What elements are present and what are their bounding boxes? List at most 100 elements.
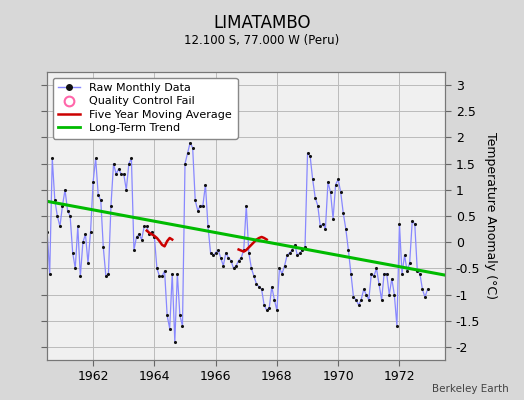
Point bbox=[370, 273, 378, 280]
Point bbox=[288, 247, 297, 253]
Point bbox=[316, 223, 324, 230]
Point bbox=[110, 160, 118, 167]
Point bbox=[46, 270, 54, 277]
Point bbox=[418, 286, 427, 292]
Point bbox=[309, 176, 317, 182]
Point bbox=[99, 244, 107, 251]
Point bbox=[58, 202, 67, 209]
Y-axis label: Temperature Anomaly (°C): Temperature Anomaly (°C) bbox=[484, 132, 497, 300]
Point bbox=[199, 202, 207, 209]
Point bbox=[112, 171, 121, 177]
Point bbox=[347, 270, 355, 277]
Point bbox=[230, 265, 238, 272]
Point bbox=[56, 223, 64, 230]
Point bbox=[403, 268, 411, 274]
Point bbox=[135, 231, 143, 238]
Point bbox=[278, 270, 286, 277]
Point bbox=[263, 307, 271, 314]
Point bbox=[421, 294, 429, 300]
Point bbox=[352, 296, 360, 303]
Point bbox=[152, 265, 161, 272]
Point bbox=[196, 202, 204, 209]
Point bbox=[30, 187, 39, 193]
Point bbox=[227, 257, 235, 264]
Point bbox=[239, 247, 248, 253]
Text: LIMATAMBO: LIMATAMBO bbox=[213, 14, 311, 32]
Point bbox=[383, 270, 391, 277]
Point bbox=[357, 296, 365, 303]
Point bbox=[423, 286, 432, 292]
Point bbox=[385, 291, 394, 298]
Point bbox=[319, 221, 327, 227]
Point bbox=[268, 284, 276, 290]
Point bbox=[324, 179, 332, 185]
Point bbox=[102, 273, 110, 280]
Point bbox=[400, 252, 409, 258]
Point bbox=[242, 202, 250, 209]
Point bbox=[43, 228, 51, 235]
Point bbox=[81, 231, 90, 238]
Point bbox=[413, 268, 421, 274]
Point bbox=[272, 307, 281, 314]
Point bbox=[48, 155, 57, 162]
Point bbox=[107, 202, 115, 209]
Point bbox=[163, 312, 171, 319]
Point bbox=[291, 242, 299, 248]
Point bbox=[76, 273, 84, 280]
Point bbox=[362, 291, 370, 298]
Point bbox=[96, 197, 105, 204]
Point bbox=[178, 323, 187, 329]
Point bbox=[183, 150, 192, 156]
Point bbox=[411, 221, 419, 227]
Point bbox=[166, 325, 174, 332]
Point bbox=[189, 145, 197, 151]
Point bbox=[311, 194, 320, 201]
Point bbox=[390, 291, 399, 298]
Point bbox=[114, 166, 123, 172]
Point bbox=[79, 239, 87, 245]
Point bbox=[133, 234, 141, 240]
Point bbox=[260, 302, 268, 308]
Point bbox=[301, 244, 309, 251]
Point bbox=[160, 268, 169, 274]
Point bbox=[117, 171, 125, 177]
Point bbox=[377, 296, 386, 303]
Point bbox=[204, 223, 212, 230]
Point bbox=[265, 304, 274, 311]
Point bbox=[416, 270, 424, 277]
Point bbox=[398, 270, 406, 277]
Point bbox=[84, 260, 92, 266]
Point bbox=[380, 270, 388, 277]
Point bbox=[332, 181, 340, 188]
Point bbox=[145, 231, 154, 238]
Point bbox=[339, 210, 347, 216]
Point bbox=[395, 221, 403, 227]
Point bbox=[158, 273, 166, 280]
Point bbox=[71, 265, 80, 272]
Point bbox=[222, 250, 230, 256]
Point bbox=[51, 197, 59, 204]
Point bbox=[257, 286, 266, 292]
Point bbox=[168, 270, 177, 277]
Point bbox=[193, 208, 202, 214]
Point bbox=[303, 150, 312, 156]
Point bbox=[280, 262, 289, 269]
Point bbox=[286, 250, 294, 256]
Point bbox=[53, 213, 61, 219]
Point bbox=[321, 226, 330, 232]
Point bbox=[89, 179, 97, 185]
Point bbox=[252, 281, 260, 287]
Point bbox=[86, 228, 95, 235]
Point bbox=[35, 273, 43, 280]
Point bbox=[329, 216, 337, 222]
Point bbox=[173, 270, 181, 277]
Point bbox=[354, 302, 363, 308]
Point bbox=[137, 236, 146, 243]
Point bbox=[155, 273, 163, 280]
Point bbox=[234, 257, 243, 264]
Legend: Raw Monthly Data, Quality Control Fail, Five Year Moving Average, Long-Term Tren: Raw Monthly Data, Quality Control Fail, … bbox=[53, 78, 238, 139]
Point bbox=[245, 250, 253, 256]
Point bbox=[181, 160, 189, 167]
Point bbox=[66, 213, 74, 219]
Point bbox=[206, 250, 215, 256]
